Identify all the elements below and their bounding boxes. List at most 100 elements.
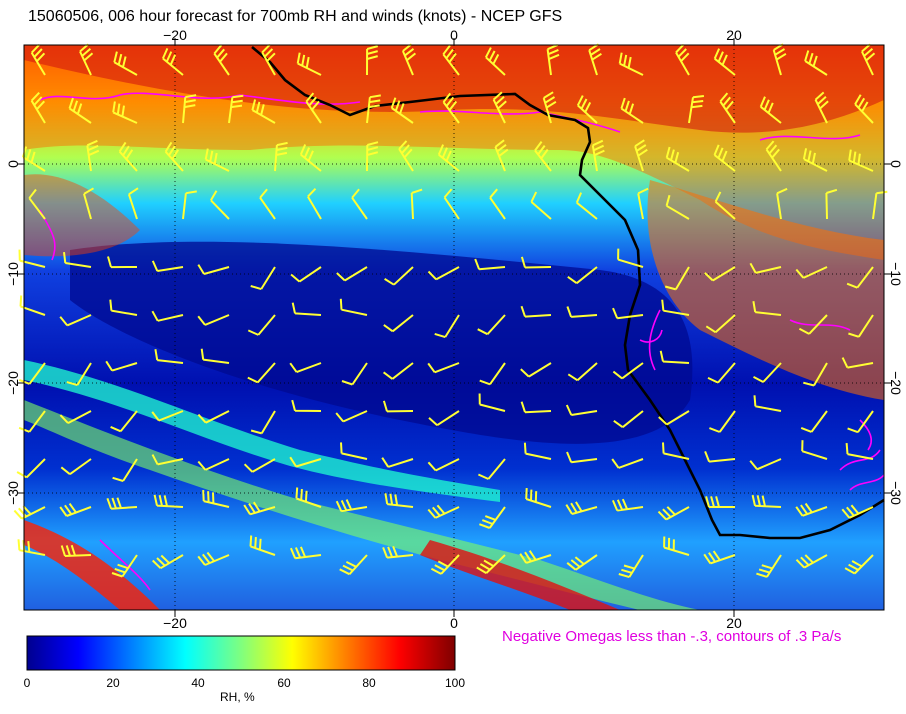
wind-barb <box>659 350 690 364</box>
wind-barb <box>704 266 736 282</box>
lon-label-bottom: 0 <box>450 615 458 631</box>
lon-label-top: 20 <box>726 27 742 43</box>
wind-barb <box>713 144 736 172</box>
wind-barb <box>611 498 644 512</box>
wind-barb <box>841 357 874 369</box>
wind-barb <box>384 493 414 508</box>
wind-barb <box>795 266 828 279</box>
wind-barb <box>30 92 46 124</box>
wind-barb <box>565 501 598 515</box>
wind-barb <box>105 360 138 372</box>
wind-barb <box>661 299 690 316</box>
wind-barb <box>566 451 598 464</box>
wind-barb <box>713 48 736 76</box>
wind-barb <box>366 141 379 172</box>
wind-barb <box>299 144 322 172</box>
wind-barb <box>752 301 782 316</box>
omega-note: Negative Omegas less than -.3, contours … <box>502 628 842 645</box>
wind-barb <box>127 187 139 220</box>
wind-barb <box>848 314 874 338</box>
wind-barb <box>390 97 414 124</box>
wind-barb <box>335 410 368 423</box>
wind-barb <box>427 362 460 374</box>
wind-barb <box>800 410 828 433</box>
wind-barb <box>618 554 644 579</box>
wind-barb <box>398 140 414 172</box>
wind-barb <box>339 554 368 576</box>
wind-barb <box>665 194 690 220</box>
wind-barb <box>366 45 379 76</box>
wind-barb <box>751 494 782 508</box>
wind-barb <box>477 314 506 336</box>
wind-barb <box>427 458 460 472</box>
wind-barb <box>151 260 184 272</box>
wind-barb <box>428 410 460 427</box>
wind-barb <box>13 505 46 520</box>
wind-barb <box>566 306 598 318</box>
wind-barb <box>289 546 322 560</box>
graticule <box>24 45 884 610</box>
wind-barb <box>351 188 368 220</box>
wind-barb <box>753 395 782 412</box>
wind-barb <box>434 314 460 339</box>
wind-barb <box>66 362 92 387</box>
colorbar-tick: 0 <box>23 676 31 690</box>
wind-barb <box>749 262 782 274</box>
wind-barb <box>795 554 828 569</box>
wind-barb <box>16 458 46 479</box>
wind-barb <box>164 141 184 172</box>
wind-barb <box>479 362 506 386</box>
wind-barb <box>153 494 184 508</box>
wind-barb <box>197 458 230 471</box>
wind-barb <box>274 141 288 172</box>
wind-barb <box>442 44 460 76</box>
wind-barb <box>520 256 552 269</box>
wind-barb <box>658 410 690 426</box>
wind-barb <box>118 141 138 172</box>
wind-barb <box>845 443 874 460</box>
wind-barb <box>520 305 552 318</box>
wind-barb <box>410 188 423 220</box>
wind-barb <box>489 188 506 220</box>
wind-barb <box>804 50 828 76</box>
wind-barb <box>341 362 368 386</box>
wind-barb <box>289 362 322 374</box>
wind-barb <box>478 393 506 412</box>
wind-barb <box>382 546 414 559</box>
wind-barb <box>154 349 184 364</box>
wind-barb <box>60 458 92 476</box>
wind-barb <box>296 52 322 76</box>
wind-barb <box>854 94 874 124</box>
wind-barb <box>151 410 184 422</box>
wind-barb <box>588 43 602 76</box>
wind-barb <box>200 348 230 364</box>
lat-label-right: −10 <box>888 262 904 286</box>
wind-barb <box>151 454 184 466</box>
wind-barb <box>59 314 92 327</box>
wind-barb <box>243 458 276 473</box>
wind-barb <box>383 314 414 333</box>
wind-barb <box>382 400 414 413</box>
wind-barb <box>295 487 322 508</box>
wind-barb <box>591 139 605 172</box>
wind-barb <box>620 97 644 124</box>
wind-barb <box>664 266 690 291</box>
wind-barb <box>534 141 552 172</box>
wind-barb <box>259 188 276 220</box>
colorbar-tick: 20 <box>106 676 120 690</box>
map-title: 15060506, 006 hour forecast for 700mb RH… <box>28 8 563 25</box>
wind-barb <box>152 554 184 570</box>
wind-barb <box>776 187 788 220</box>
wind-barb <box>492 91 507 124</box>
wind-barb <box>210 190 230 220</box>
wind-barb <box>79 43 94 76</box>
lat-label-left: −30 <box>5 481 21 505</box>
wind-barb <box>566 554 598 571</box>
wind-barb <box>576 95 598 124</box>
wind-barb <box>381 457 414 468</box>
wind-barb <box>617 248 644 268</box>
wind-barb <box>213 44 230 76</box>
wind-barb <box>474 258 506 271</box>
wind-barb <box>161 47 184 76</box>
wind-barb <box>107 256 138 269</box>
